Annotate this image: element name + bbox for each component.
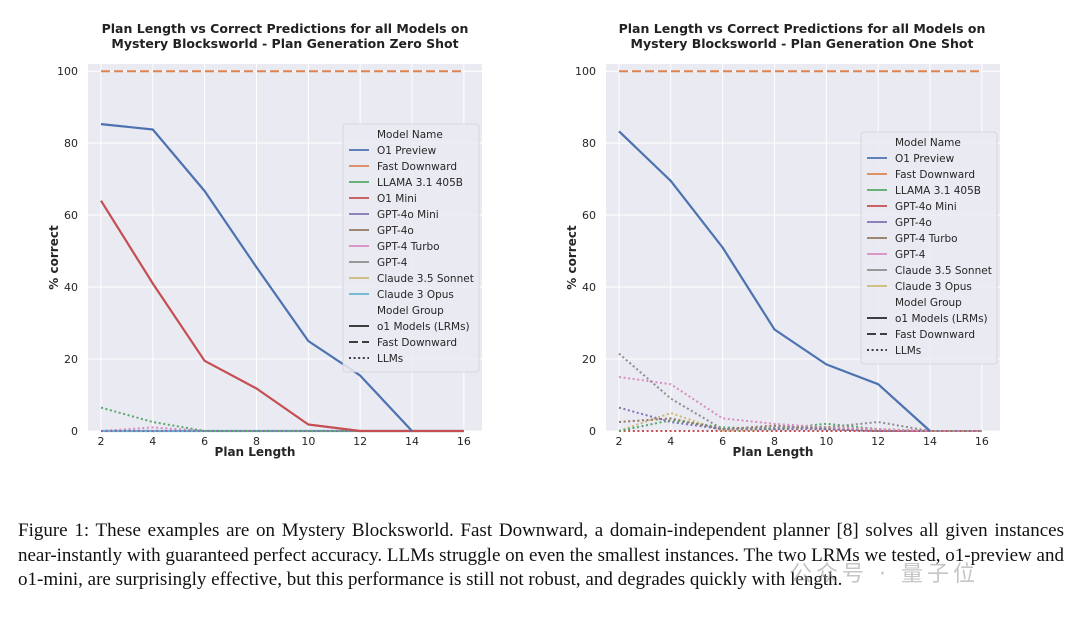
legend-label: LLMs bbox=[377, 353, 403, 365]
series-line-o1-preview bbox=[618, 130, 931, 432]
y-tick-label: 60 bbox=[64, 209, 78, 222]
y-axis-label: % correct bbox=[47, 225, 61, 290]
x-tick-label: 2 bbox=[97, 435, 104, 448]
legend-label: Claude 3.5 Sonnet bbox=[895, 265, 992, 277]
legend-label: Claude 3 Opus bbox=[377, 289, 454, 301]
series-line-gpt-4 bbox=[618, 376, 982, 432]
chart-title-line-1: Plan Length vs Correct Predictions for a… bbox=[618, 21, 986, 36]
legend-label: LLAMA 3.1 405B bbox=[895, 185, 981, 197]
legend-header: Model Group bbox=[377, 305, 444, 317]
x-tick-label: 4 bbox=[667, 435, 674, 448]
legend-label: GPT-4o Mini bbox=[895, 201, 957, 213]
y-tick-label: 0 bbox=[589, 425, 596, 438]
watermark: 公众号 · 量子位 bbox=[790, 562, 979, 587]
x-tick-label: 6 bbox=[201, 435, 208, 448]
legend-label: O1 Mini bbox=[377, 193, 417, 205]
series-line-o1-preview bbox=[100, 123, 413, 432]
y-tick-label: 100 bbox=[575, 65, 596, 78]
y-tick-label: 20 bbox=[64, 353, 78, 366]
y-axis-label: % correct bbox=[565, 225, 579, 290]
legend-label: Claude 3.5 Sonnet bbox=[377, 273, 474, 285]
figure-caption: Figure 1: These examples are on Mystery … bbox=[18, 520, 1064, 590]
legend-box bbox=[342, 123, 480, 373]
legend-label: LLMs bbox=[895, 345, 921, 357]
zero-shot-chart: 0 20 40 60 80 100 2 4 6 8 10 12 14 16 Plan Length % cor… bbox=[47, 64, 482, 459]
x-tick-label: 6 bbox=[719, 435, 726, 448]
x-tick-label: 16 bbox=[975, 435, 989, 448]
legend-label: GPT-4 bbox=[377, 257, 408, 269]
legend-label: GPT-4 Turbo bbox=[377, 241, 440, 253]
series-line-o1-mini bbox=[100, 200, 464, 433]
legend-label: Fast Downward bbox=[895, 169, 975, 181]
x-tick-label: 12 bbox=[871, 435, 885, 448]
chart-title-line-2: Mystery Blocksworld - Plan Generation Ze… bbox=[111, 36, 459, 51]
legend-label: LLAMA 3.1 405B bbox=[377, 177, 463, 189]
legend-label: GPT-4o bbox=[377, 225, 414, 237]
y-tick-label: 80 bbox=[582, 137, 596, 150]
legend-label: o1 Models (LRMs) bbox=[895, 313, 988, 325]
y-tick-label: 40 bbox=[582, 281, 596, 294]
legend-label: GPT-4 bbox=[895, 249, 926, 261]
legend-box bbox=[860, 131, 998, 365]
legend-label: o1 Models (LRMs) bbox=[377, 321, 470, 333]
y-tick-label: 20 bbox=[582, 353, 596, 366]
y-tick-label: 0 bbox=[71, 425, 78, 438]
chart-title-zero-shot: Plan Length vs Correct Predictions for a… bbox=[75, 21, 495, 51]
legend-label: O1 Preview bbox=[377, 145, 437, 157]
x-axis-label: Plan Length bbox=[215, 445, 296, 459]
figure: Plan Length vs Correct Predictions for a… bbox=[47, 21, 1012, 459]
x-axis-label: Plan Length bbox=[733, 445, 814, 459]
y-tick-label: 80 bbox=[64, 137, 78, 150]
x-tick-label: 2 bbox=[615, 435, 622, 448]
legend-header: Model Name bbox=[377, 129, 443, 141]
legend-label: Fast Downward bbox=[377, 161, 457, 173]
x-tick-label: 12 bbox=[353, 435, 367, 448]
legend-label: Fast Downward bbox=[377, 337, 457, 349]
legend-label: Claude 3 Opus bbox=[895, 281, 972, 293]
x-tick-label: 14 bbox=[923, 435, 937, 448]
y-tick-label: 60 bbox=[582, 209, 596, 222]
chart-title-one-shot: Plan Length vs Correct Predictions for a… bbox=[592, 21, 1012, 51]
chart-title-line-2: Mystery Blocksworld - Plan Generation On… bbox=[630, 36, 974, 51]
one-shot-chart: 0 20 40 60 80 100 2 4 6 8 10 12 14 16 Plan Length % cor… bbox=[565, 64, 1000, 459]
legend-label: GPT-4o Mini bbox=[377, 209, 439, 221]
legend-header: Model Name bbox=[895, 137, 961, 149]
series-line-claude-3-5-sonnet bbox=[618, 352, 982, 432]
legend-label: GPT-4o bbox=[895, 217, 932, 229]
legend-label: O1 Preview bbox=[895, 153, 955, 165]
x-tick-label: 14 bbox=[405, 435, 419, 448]
series-line-gpt-4-turbo bbox=[100, 426, 464, 432]
chart-title-line-1: Plan Length vs Correct Predictions for a… bbox=[101, 21, 469, 36]
x-tick-label: 8 bbox=[253, 435, 260, 448]
x-tick-label: 8 bbox=[771, 435, 778, 448]
x-tick-label: 4 bbox=[149, 435, 156, 448]
x-tick-label: 10 bbox=[301, 435, 315, 448]
y-tick-label: 100 bbox=[57, 65, 78, 78]
legend-label: Fast Downward bbox=[895, 329, 975, 341]
x-tick-label: 10 bbox=[819, 435, 833, 448]
y-tick-label: 40 bbox=[64, 281, 78, 294]
x-tick-label: 16 bbox=[457, 435, 471, 448]
legend-label: GPT-4 Turbo bbox=[895, 233, 958, 245]
legend-header: Model Group bbox=[895, 297, 962, 309]
